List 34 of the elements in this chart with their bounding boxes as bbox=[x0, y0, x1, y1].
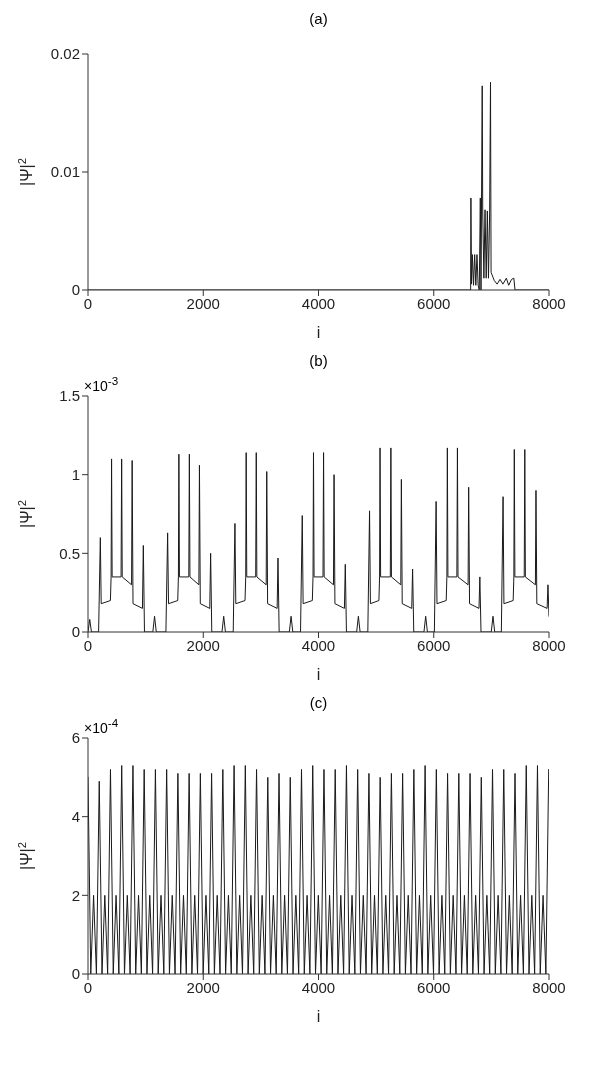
y-tick-label: 4 bbox=[71, 807, 80, 825]
x-tick-label: 8000 bbox=[532, 294, 566, 312]
y-tick-label: 0 bbox=[71, 623, 80, 641]
y-tick-label: 6 bbox=[71, 729, 80, 747]
y-tick-label: 0 bbox=[71, 965, 80, 983]
x-tick-label: 4000 bbox=[301, 294, 336, 312]
y-tick-label: 1.5 bbox=[59, 387, 80, 405]
y-tick-label: 0 bbox=[71, 281, 80, 299]
x-axis-title: i bbox=[316, 1008, 321, 1025]
x-tick-label: 4000 bbox=[301, 636, 336, 654]
x-tick-label: 6000 bbox=[417, 978, 451, 996]
x-tick-label: 0 bbox=[83, 636, 93, 654]
text: ×10$^{-3}$ bbox=[84, 374, 119, 394]
y-tick-label: 0.01 bbox=[50, 163, 80, 181]
y-tick-label: 2 bbox=[71, 886, 80, 904]
y-tick-label: 0.02 bbox=[50, 45, 80, 63]
x-tick-label: 0 bbox=[83, 294, 93, 312]
y-tick-label: 1 bbox=[71, 465, 80, 483]
x-tick-label: 0 bbox=[83, 978, 93, 996]
x-tick-label: 2000 bbox=[186, 978, 220, 996]
x-tick-label: 8000 bbox=[532, 636, 566, 654]
x-tick-label: 4000 bbox=[301, 978, 336, 996]
x-tick-label: 6000 bbox=[417, 294, 451, 312]
text: ×10$^{-4}$ bbox=[84, 716, 119, 736]
x-axis-title: i bbox=[316, 666, 321, 683]
chart-title: (b) bbox=[308, 351, 329, 371]
x-tick-label: 8000 bbox=[532, 978, 566, 996]
y-tick-label: 0.5 bbox=[59, 544, 80, 562]
x-axis-title: i bbox=[316, 324, 321, 341]
chart-title: (a) bbox=[308, 9, 329, 29]
chart-title: (c) bbox=[308, 693, 329, 713]
x-tick-label: 2000 bbox=[186, 636, 220, 654]
x-tick-label: 6000 bbox=[417, 636, 451, 654]
x-tick-label: 2000 bbox=[186, 294, 220, 312]
